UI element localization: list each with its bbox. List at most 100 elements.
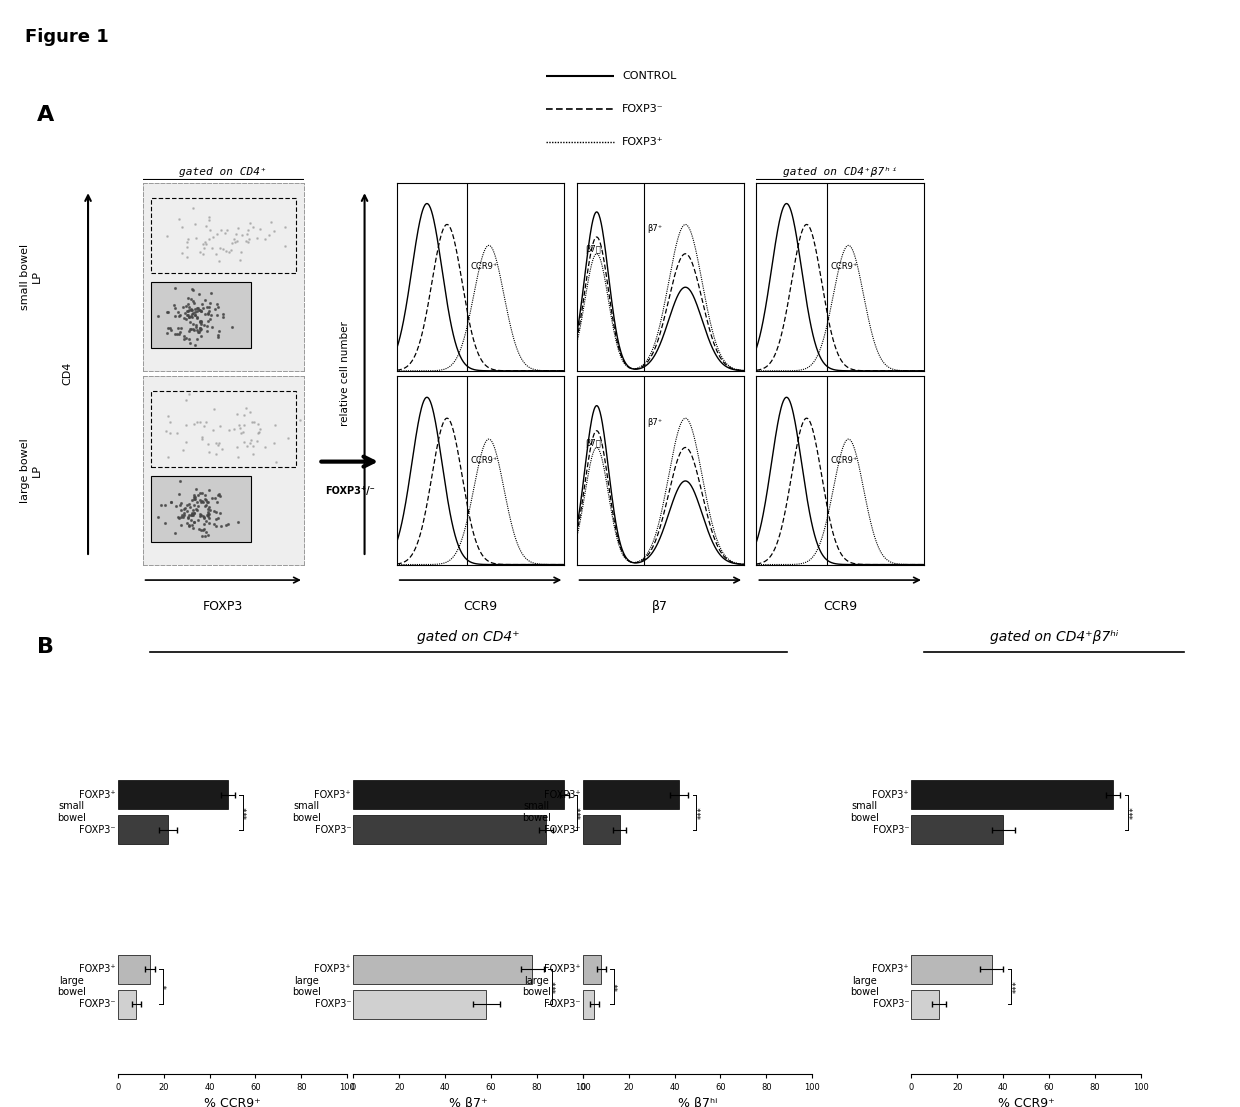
Text: B: B (37, 637, 55, 656)
Point (682, 79, 702, 96)
Text: large bowel
LP: large bowel LP (20, 438, 42, 503)
Point (786, 167, 806, 185)
Point (728, 139, 748, 157)
Text: β7ᮀⁱ: β7ᮀⁱ (585, 246, 603, 255)
Point (799, 9, 818, 27)
Text: FOXP3⁻: FOXP3⁻ (315, 825, 351, 835)
Point (683, 0, 703, 8)
Text: CONTROL: CONTROL (622, 71, 676, 81)
Text: gated on CD4⁺β7ʰⁱ: gated on CD4⁺β7ʰⁱ (782, 167, 898, 177)
Point (749, 149, 769, 167)
Point (900, 40, 920, 58)
Point (882, 52, 901, 70)
Bar (583, 954, 601, 984)
Text: β7ʰⁱ: β7ʰⁱ (777, 486, 799, 496)
Text: β7⁺: β7⁺ (647, 418, 662, 427)
Point (589, 8, 609, 25)
Point (760, 15, 780, 33)
Point (660, 100, 680, 117)
Text: Figure 1: Figure 1 (25, 28, 109, 45)
Text: FOXP3⁺: FOXP3⁺ (873, 789, 909, 800)
X-axis label: % β7⁺: % β7⁺ (449, 1097, 487, 1107)
Point (631, 13, 651, 31)
Text: ***: *** (697, 806, 707, 819)
Point (634, 97, 653, 115)
Point (658, 0, 678, 14)
Point (584, 31, 604, 49)
Text: large
bowel: large bowel (522, 975, 551, 997)
Text: ***: *** (553, 980, 562, 993)
Text: β7: β7 (652, 600, 668, 612)
Point (733, 20, 753, 38)
Text: CD4: CD4 (62, 362, 72, 385)
Point (663, 14, 683, 32)
Point (622, 28, 642, 45)
Point (921, 0, 941, 13)
Text: small
bowel: small bowel (57, 801, 86, 824)
Text: FOXP3⁻: FOXP3⁻ (544, 999, 580, 1010)
Point (589, 0, 609, 11)
Text: FOXP3⁻: FOXP3⁻ (544, 825, 580, 835)
Text: ***: *** (1012, 980, 1022, 993)
Bar (911, 815, 1003, 845)
Text: A: A (37, 105, 55, 125)
X-axis label: % CCR9⁺: % CCR9⁺ (205, 1097, 260, 1107)
Bar (118, 815, 169, 845)
Text: ***: *** (1130, 806, 1138, 819)
Point (804, 4, 823, 22)
Bar (118, 954, 150, 984)
Point (718, 54, 738, 72)
Text: ***: *** (578, 806, 588, 819)
Text: **: ** (615, 982, 624, 991)
Bar (911, 780, 1114, 809)
Text: FOXP3⁻: FOXP3⁻ (622, 104, 663, 114)
Text: CCR9: CCR9 (823, 600, 857, 612)
Point (732, 1, 751, 19)
Bar (353, 990, 486, 1018)
Text: β7ᮀⁱ: β7ᮀⁱ (585, 439, 603, 448)
Text: large
bowel: large bowel (851, 975, 879, 997)
Point (352, 30, 372, 48)
Text: gated on CD4⁺: gated on CD4⁺ (417, 630, 520, 644)
Point (818, 0, 838, 15)
X-axis label: % β7ʰⁱ: % β7ʰⁱ (678, 1097, 717, 1107)
Bar (583, 780, 680, 809)
Bar (583, 990, 594, 1018)
Point (781, 200, 801, 218)
Text: FOXP3⁺: FOXP3⁺ (315, 964, 351, 974)
Text: FOXP3⁺: FOXP3⁺ (79, 964, 115, 974)
Point (930, 112, 950, 130)
Point (754, 204, 774, 221)
Text: large
bowel: large bowel (293, 975, 321, 997)
Point (805, 190, 825, 208)
Bar (353, 780, 564, 809)
Text: FOXP3⁻: FOXP3⁻ (873, 999, 909, 1010)
Point (539, 35, 559, 53)
Text: CCR9⁺: CCR9⁺ (830, 456, 857, 465)
Text: gated on CD4⁺: gated on CD4⁺ (180, 167, 267, 177)
Bar (353, 954, 532, 984)
Text: FOXP3⁺/⁻: FOXP3⁺/⁻ (325, 486, 374, 496)
Text: FOXP3⁺: FOXP3⁺ (622, 136, 663, 146)
Point (1076, 76, 1096, 94)
X-axis label: % CCR9⁺: % CCR9⁺ (998, 1097, 1054, 1107)
Bar (118, 990, 136, 1018)
Point (771, 41, 791, 59)
Point (968, 104, 988, 122)
Text: FOXP3: FOXP3 (203, 600, 243, 612)
Text: CCR9⁺: CCR9⁺ (470, 456, 497, 465)
Point (650, 55, 670, 73)
Text: gated on CD4⁺β7ʰⁱ: gated on CD4⁺β7ʰⁱ (990, 630, 1118, 644)
Point (692, 31, 712, 49)
Point (568, 10, 588, 28)
Point (667, 14, 687, 32)
Point (877, 114, 897, 132)
Text: FOXP3⁺: FOXP3⁺ (544, 964, 580, 974)
Text: CCR9⁺: CCR9⁺ (830, 262, 857, 271)
Text: FOXP3⁺: FOXP3⁺ (873, 964, 909, 974)
Point (616, 86, 636, 104)
Text: FOXP3⁺: FOXP3⁺ (315, 789, 351, 800)
Point (682, 71, 702, 89)
Point (787, 65, 807, 83)
Point (807, 19, 827, 37)
